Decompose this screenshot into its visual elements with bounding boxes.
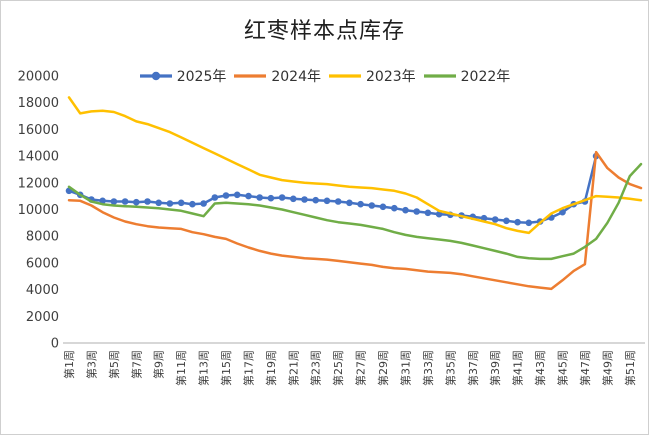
series-point-marker bbox=[133, 198, 140, 206]
legend-item-2025: 2025年 bbox=[139, 66, 227, 86]
series-point-marker bbox=[200, 200, 207, 207]
x-axis-tick-label: 第23周 bbox=[309, 350, 323, 386]
y-axis-tick-label: 18000 bbox=[18, 96, 59, 111]
series-point-marker bbox=[256, 194, 263, 201]
x-axis-tick-label: 第17周 bbox=[242, 350, 256, 386]
series-point-marker bbox=[267, 194, 275, 202]
series-point-marker bbox=[301, 196, 308, 203]
series-point-marker bbox=[211, 194, 219, 201]
legend-label: 2025年 bbox=[176, 69, 227, 85]
legend-label: 2023年 bbox=[366, 69, 416, 85]
y-axis-tick-label: 10000 bbox=[18, 203, 59, 218]
y-axis-tick-label: 12000 bbox=[18, 176, 59, 191]
x-axis-tick-label: 第43周 bbox=[533, 350, 547, 386]
legend-label: 2024年 bbox=[271, 69, 321, 85]
y-axis-tick-label: 2000 bbox=[26, 310, 59, 325]
series-point-marker bbox=[278, 194, 286, 201]
series-point-marker bbox=[177, 199, 185, 207]
x-axis-tick-label: 第5周 bbox=[107, 350, 121, 379]
x-axis-tick-label: 第25周 bbox=[331, 350, 345, 386]
x-axis-tick-label: 第49周 bbox=[600, 350, 614, 386]
series-point-marker bbox=[391, 204, 398, 212]
y-axis-tick-label: 16000 bbox=[18, 123, 59, 138]
series-line-2025 bbox=[67, 154, 598, 225]
series-point-marker bbox=[110, 198, 118, 205]
x-axis-tick-label: 第47周 bbox=[578, 350, 592, 386]
series-point-marker bbox=[312, 196, 320, 204]
series-point-marker bbox=[413, 208, 421, 215]
x-axis-tick-label: 第7周 bbox=[129, 350, 143, 379]
y-axis-tick-label: 20000 bbox=[18, 70, 59, 85]
series-point-marker bbox=[166, 200, 174, 207]
x-axis-tick-label: 第11周 bbox=[174, 350, 188, 386]
series-line-2023 bbox=[67, 96, 643, 235]
x-axis-tick-label: 第39周 bbox=[488, 350, 502, 386]
x-axis-tick-label: 第37周 bbox=[466, 350, 480, 386]
y-axis-tick-label: 14000 bbox=[18, 150, 59, 165]
series-line-2022 bbox=[67, 162, 643, 261]
legend-line-marker-icon bbox=[139, 71, 172, 81]
x-axis-tick-label: 第15周 bbox=[219, 350, 233, 386]
x-axis-tick-label: 第45周 bbox=[556, 350, 570, 386]
series-point-marker bbox=[323, 197, 331, 205]
legend-item-2022: 2022年 bbox=[423, 66, 511, 86]
x-axis-tick-label: 第9周 bbox=[152, 350, 166, 379]
x-axis-tick-label: 第1周 bbox=[62, 350, 76, 379]
series-point-marker bbox=[491, 216, 499, 223]
x-axis-tick-label: 第19周 bbox=[264, 350, 278, 386]
x-axis-tick-label: 第21周 bbox=[286, 350, 300, 386]
y-axis-tick-label: 4000 bbox=[26, 283, 59, 298]
series-point-marker bbox=[525, 219, 533, 227]
series-point-marker bbox=[144, 198, 151, 205]
x-axis-tick-label: 第41周 bbox=[511, 350, 525, 386]
series-point-marker bbox=[368, 202, 376, 209]
x-axis-tick-label: 第33周 bbox=[421, 350, 435, 386]
x-axis-tick-label: 第29周 bbox=[376, 350, 390, 386]
y-axis-tick-label: 8000 bbox=[26, 230, 59, 245]
series-point-marker bbox=[424, 209, 432, 217]
series-point-marker bbox=[402, 206, 409, 214]
y-axis-tick-label: 0 bbox=[51, 337, 59, 352]
series-point-marker bbox=[99, 197, 106, 205]
series-point-marker bbox=[245, 192, 252, 200]
chart-legend: 2025年 2024年 2023年 2022年 bbox=[1, 66, 648, 86]
x-axis-tick-label: 第3周 bbox=[84, 350, 98, 379]
series-point-marker bbox=[346, 199, 353, 207]
x-axis-tick-label: 第27周 bbox=[354, 350, 368, 386]
x-axis-tick-label: 第13周 bbox=[197, 350, 211, 386]
x-axis-tick-label: 第31周 bbox=[399, 350, 413, 386]
series-point-marker bbox=[503, 217, 510, 225]
legend-line-marker-icon bbox=[234, 74, 267, 78]
series-point-marker bbox=[435, 210, 443, 218]
series-line-2024 bbox=[67, 150, 643, 291]
chart-title: 红枣样本点库存 bbox=[243, 19, 405, 44]
y-axis-tick-label: 6000 bbox=[26, 256, 59, 271]
legend-line-marker-icon bbox=[329, 74, 361, 78]
series-point-marker bbox=[155, 199, 162, 207]
series-point-marker bbox=[222, 192, 230, 199]
series-point-marker bbox=[379, 203, 387, 211]
series-point-marker bbox=[334, 198, 342, 205]
series-point-marker bbox=[233, 191, 241, 199]
x-axis-tick-label: 第51周 bbox=[623, 350, 637, 386]
series-point-marker bbox=[290, 195, 297, 203]
series-point-marker bbox=[357, 200, 364, 208]
legend-item-2023: 2023年 bbox=[328, 66, 416, 86]
series-point-marker bbox=[514, 218, 521, 226]
series-point-marker bbox=[121, 198, 129, 205]
x-axis-tick-label: 第35周 bbox=[443, 350, 457, 386]
series-point-marker bbox=[189, 200, 196, 208]
series-point-marker bbox=[559, 208, 566, 216]
legend-item-2024: 2024年 bbox=[233, 66, 321, 86]
legend-line-marker-icon bbox=[423, 74, 456, 78]
legend-label: 2022年 bbox=[460, 69, 511, 85]
